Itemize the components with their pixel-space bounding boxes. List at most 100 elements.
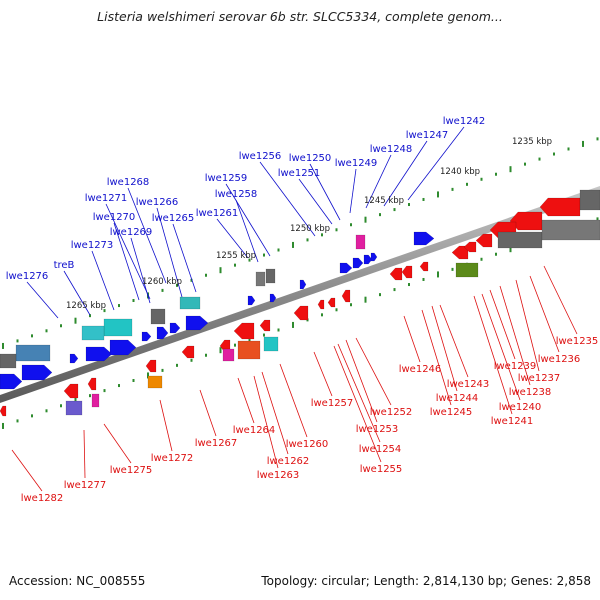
reverse-label-connector [355,337,392,406]
scale-tick [524,162,526,166]
scale-tick [495,252,497,256]
gene-box-gray [497,231,543,249]
scale-tick [335,308,338,312]
forward-gene-label: lwe1269 [110,227,153,238]
reverse-gene-label: lwe1267 [195,438,238,449]
reverse-gene-arrow [293,305,309,321]
reverse-label-connector [261,371,289,455]
reverse-gene-label: lwe1272 [151,453,194,464]
scale-tick [89,314,91,318]
forward-gene-arrow [141,331,152,342]
reverse-gene-arrow [341,289,351,303]
scale-tick [306,238,309,242]
gene-box-magenta [222,348,235,362]
scale-tick [31,414,33,418]
reverse-gene-label: lwe1246 [399,364,442,375]
scale-tick [292,241,294,248]
forward-label-connector [365,154,392,209]
forward-label-connector [235,199,259,263]
reverse-gene-label: lwe1239 [494,361,537,372]
scale-tick [596,137,599,141]
forward-label-connector [309,163,341,221]
forward-label-connector [63,270,91,316]
gene-box-gray [255,271,266,287]
reverse-label-connector [529,275,560,353]
scale-tick [176,363,178,367]
scale-label: 1235 kbp [512,137,552,147]
scale-tick [350,223,352,227]
forward-gene-label: lwe1256 [239,151,282,162]
reverse-gene-label: lwe1263 [257,470,300,481]
gene-box-teal [103,318,133,337]
reverse-label-connector [253,375,279,469]
scale-tick [553,152,555,156]
scale-tick [147,372,149,379]
scale-tick [74,317,77,324]
scale-tick [451,187,454,191]
forward-gene-arrow [185,315,209,331]
scale-tick [205,273,207,277]
scale-tick [582,140,584,147]
forward-label-connector [383,140,428,207]
scale-label: 1255 kbp [216,251,256,261]
scale-tick [408,283,410,287]
forward-gene-label: lwe1268 [107,177,150,188]
scale-tick [60,404,62,408]
scale-tick [437,191,439,198]
reverse-gene-arrow [0,405,7,417]
reverse-gene-label: lwe1236 [538,354,581,365]
reverse-label-connector [499,285,531,386]
scale-tick [2,422,4,429]
gene-box-teal [81,325,105,341]
forward-gene-arrow [21,364,53,381]
reverse-label-connector [279,363,308,438]
scale-tick [118,384,120,388]
reverse-label-connector [103,423,132,464]
reverse-label-connector [199,389,217,437]
forward-label-connector [298,178,333,225]
reverse-label-connector [345,339,378,423]
reverse-gene-label: lwe1264 [233,425,276,436]
scale-tick [277,328,280,332]
reverse-gene-arrow [451,245,469,260]
scale-tick [364,216,367,223]
forward-gene-label: lwe1266 [136,197,179,208]
reverse-gene-label: lwe1277 [64,480,107,491]
reverse-gene-label: lwe1255 [360,464,403,475]
gene-box-teal [263,336,279,352]
scale-tick [277,248,280,252]
reverse-label-connector [313,351,333,397]
reverse-label-connector [489,289,516,360]
reverse-label-connector [403,315,421,363]
scale-label: 1260 kbp [142,277,182,287]
reverse-label-connector [83,429,86,479]
scale-tick [379,213,381,217]
scale-tick [393,288,396,292]
reverse-gene-arrow [145,359,157,373]
forward-label-connector [105,203,151,300]
forward-gene-label: lwe1250 [289,153,332,164]
forward-label-connector [130,237,151,304]
scale-tick [60,324,62,328]
forward-gene-arrow [299,279,307,290]
forward-label-connector [172,223,197,293]
forward-gene-label: lwe1248 [370,144,413,155]
scale-tick [567,147,570,151]
scale-tick [234,263,236,267]
forward-gene-arrow [69,353,79,364]
scale-tick [219,347,222,354]
scale-labels: 1235 kbp 1240 kbp 1245 kbp 1250 kbp 1255 kbp… [66,137,552,311]
reverse-label-connector [431,305,458,392]
scale-tick [190,278,193,282]
reverse-gene-label: lwe1237 [518,373,561,384]
forward-gene-arrow [363,254,373,265]
scale-tick [161,288,164,292]
scale-label: 1240 kbp [440,167,480,177]
accession-text: Accession: NC_008555 [9,574,146,588]
reverse-label-connector [337,343,381,443]
reverse-label-connector [333,345,382,463]
scale-tick [176,283,178,287]
scale-tick [45,409,48,413]
